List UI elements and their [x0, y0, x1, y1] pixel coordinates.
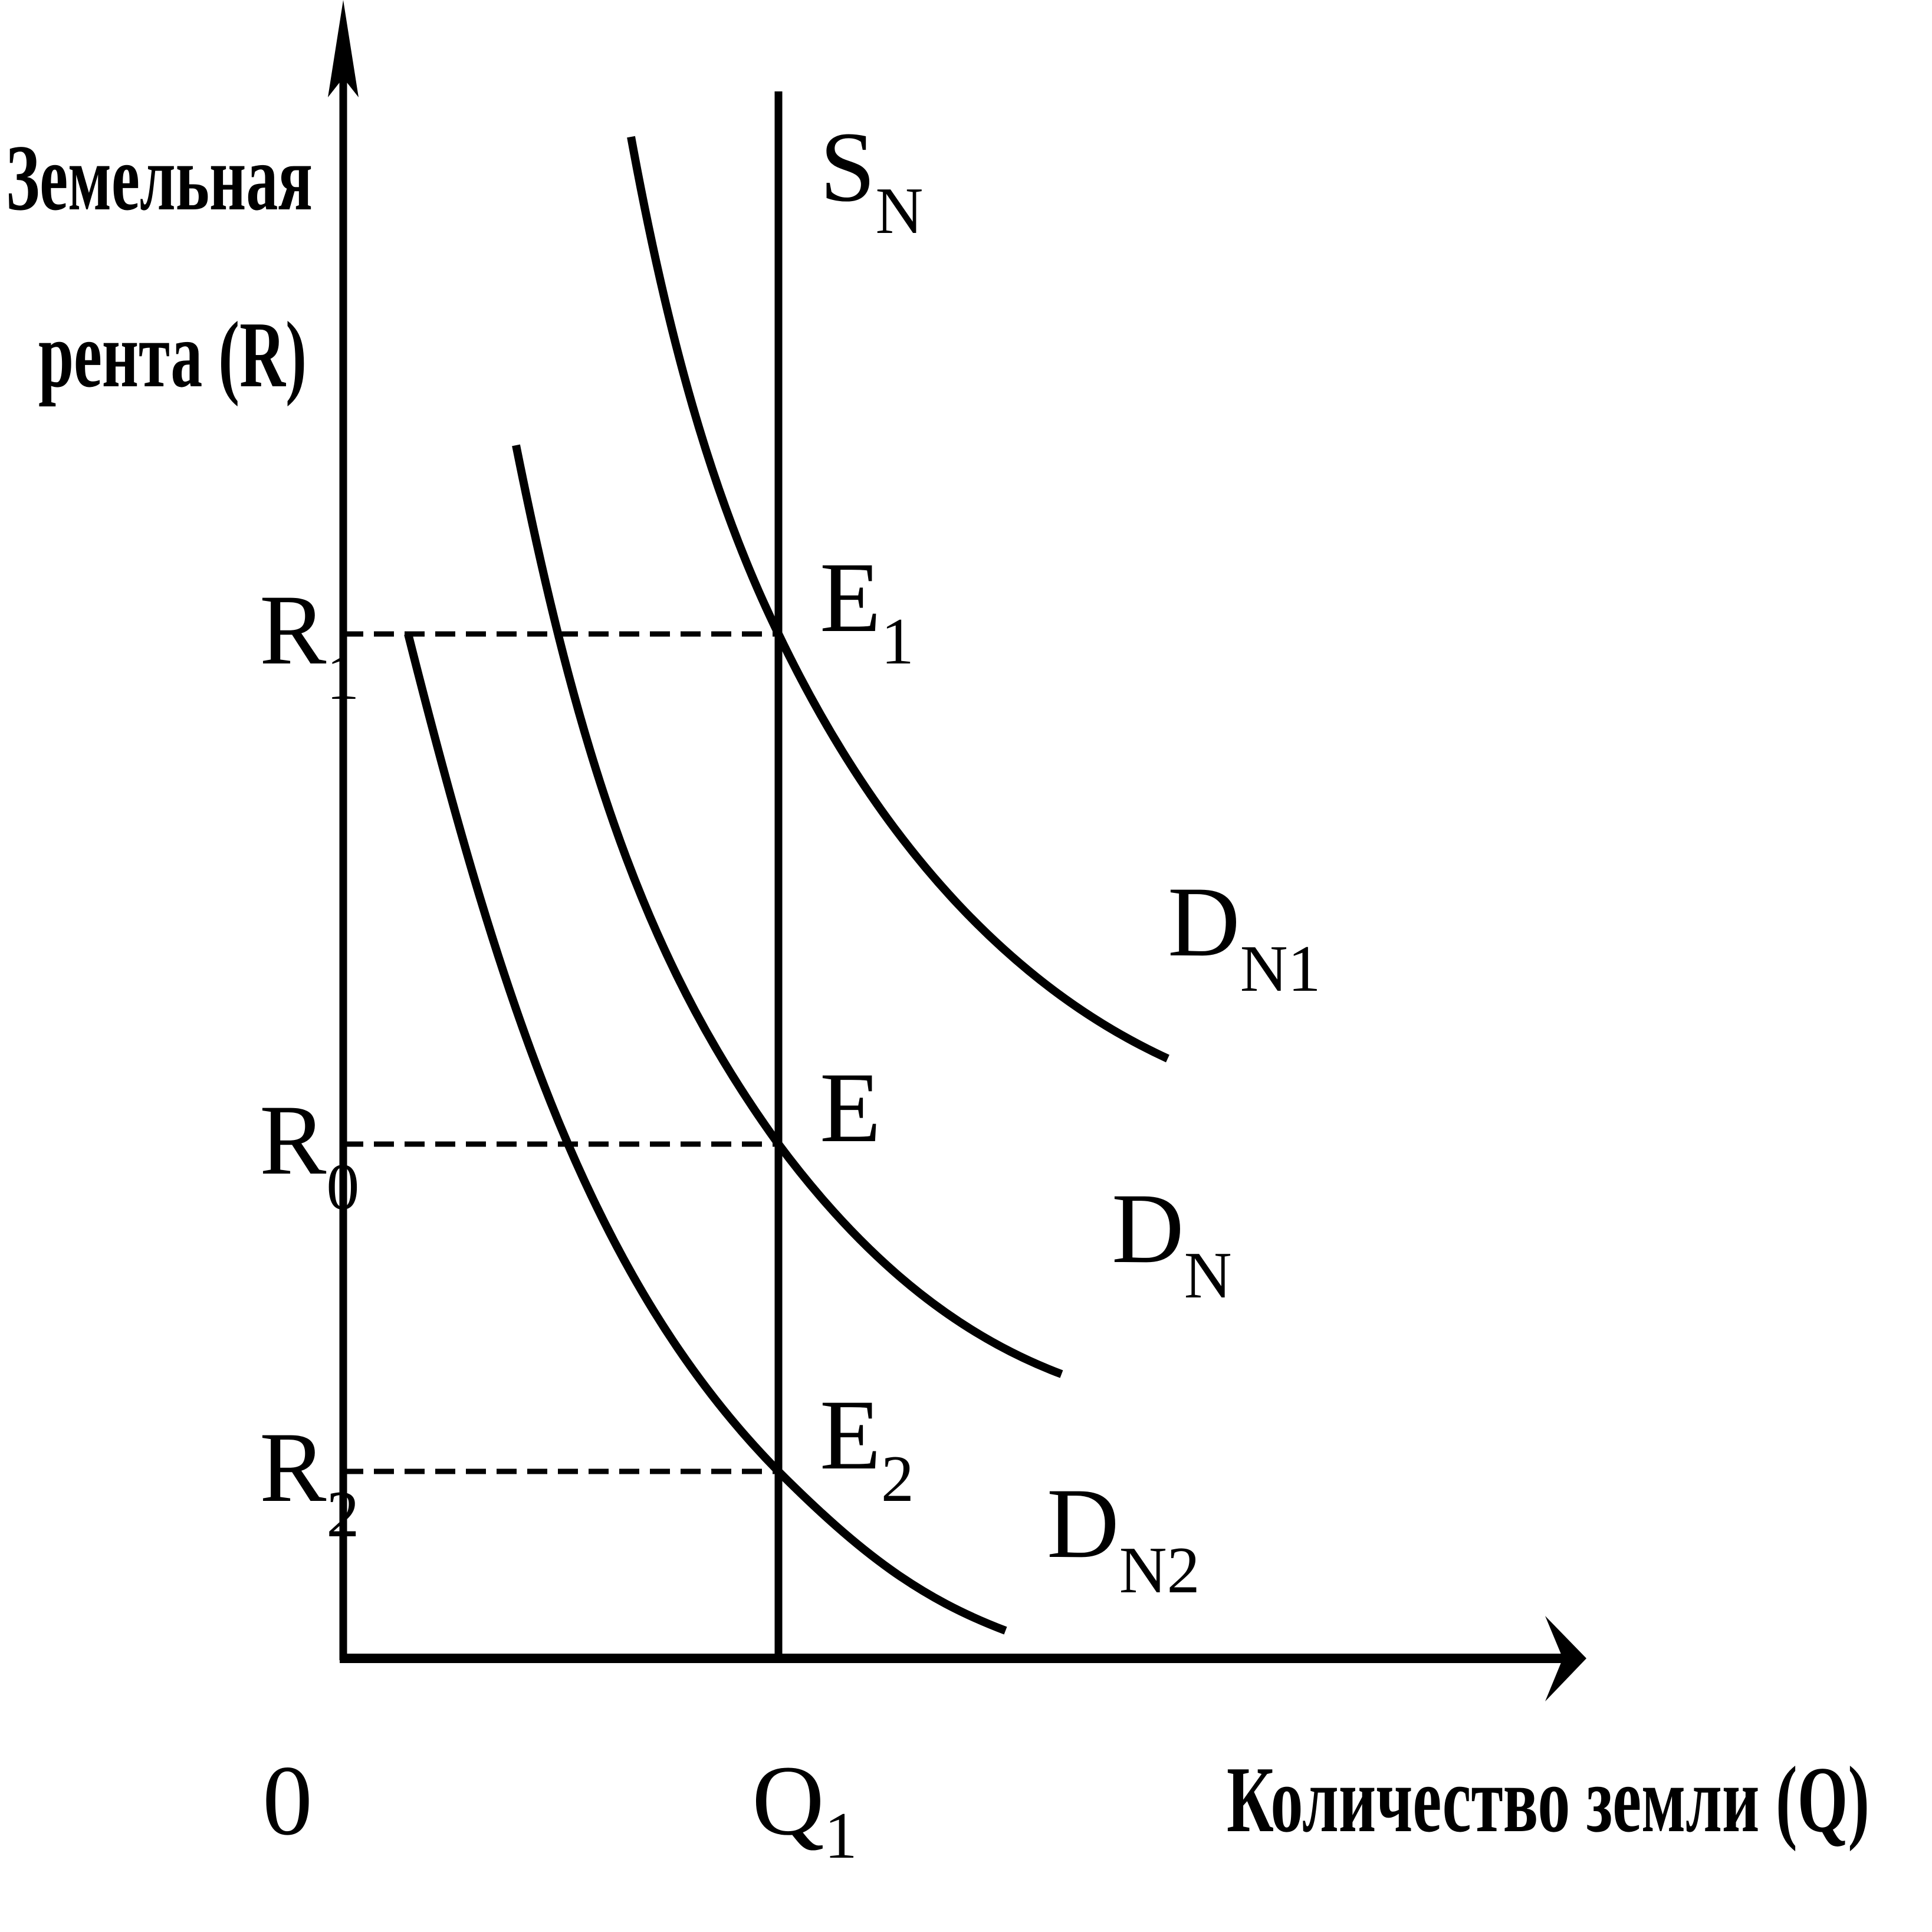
y-axis-title-line1: Земельная — [6, 125, 313, 230]
e-label: E — [820, 1052, 881, 1163]
q1-label: Q1 — [752, 1745, 857, 1872]
y-axis-title-line2: рента (R) — [38, 302, 307, 407]
x-axis-title: Количество земли (Q) — [1227, 1747, 1869, 1852]
r2-label: R2 — [259, 1412, 359, 1551]
demand-curve-dn — [512, 444, 1063, 1378]
x-axis-arrowhead — [1545, 1616, 1586, 1701]
r1-label: R1 — [259, 574, 359, 714]
origin-label: 0 — [262, 1745, 313, 1856]
r0-label: R0 — [259, 1085, 359, 1224]
dn-label: DN — [1112, 1173, 1232, 1312]
dn2-label: DN2 — [1047, 1468, 1200, 1607]
e1-label: E1 — [820, 542, 914, 678]
demand-curve-dn1 — [627, 136, 1169, 1063]
y-axis-arrowhead — [328, 0, 359, 97]
sn-label: SN — [820, 111, 923, 248]
dn1-label: DN1 — [1168, 866, 1321, 1006]
e2-label: E2 — [820, 1379, 914, 1516]
demand-curve-dn2 — [404, 633, 1007, 1635]
